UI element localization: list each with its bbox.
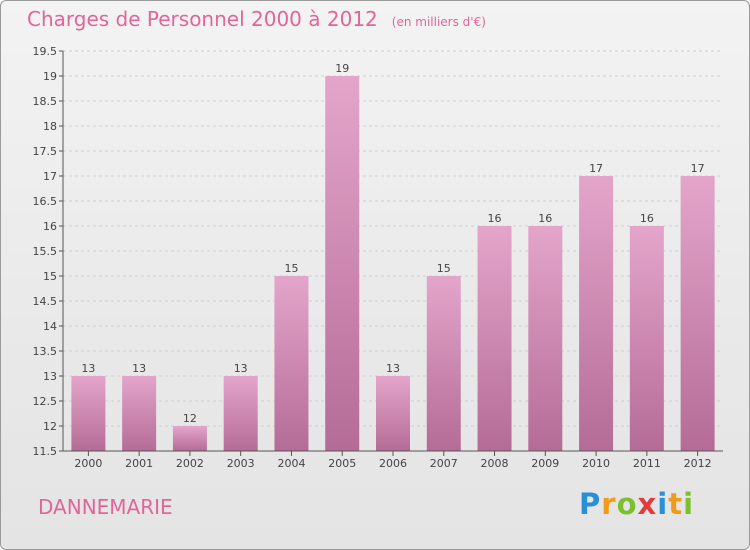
y-tick-label: 12 [43,420,57,433]
bar-2002 [172,426,207,451]
bar-value-label: 16 [538,212,552,225]
bar-value-label: 17 [589,162,603,175]
bar-value-label: 16 [488,212,502,225]
y-tick-label: 17.5 [33,145,58,158]
bar-2003 [223,376,258,451]
y-tick-label: 13 [43,370,57,383]
bar-2005 [325,76,360,451]
chart-subtitle: (en milliers d'€) [391,15,486,29]
y-tick-label: 12.5 [33,395,58,408]
logo-letter: r [601,487,617,521]
y-tick-label: 16 [43,220,57,233]
x-tick-label: 2001 [125,457,153,470]
bar-value-label: 16 [640,212,654,225]
x-tick-label: 2007 [430,457,458,470]
logo-letter: t [668,487,684,521]
x-tick-label: 2000 [74,457,102,470]
y-tick-label: 19 [43,70,57,83]
logo-letter: o [616,487,638,521]
x-tick-label: 2011 [633,457,661,470]
bar-2009 [528,226,563,451]
proxiti-logo: Proxiti [579,487,694,521]
bar-value-label: 13 [81,362,95,375]
bar-value-label: 13 [234,362,248,375]
bar-2006 [376,376,410,451]
logo-letter: x [637,487,658,521]
y-tick-label: 18 [43,120,57,133]
y-tick-label: 18.5 [33,95,58,108]
y-axis-ticks: 11.5 12 12.5 13 13.5 14 14.5 15 15.5 16 16.5 17 17.5… [33,45,63,458]
y-tick-label: 11.5 [33,445,58,458]
y-tick-label: 17 [43,170,57,183]
y-tick-label: 14.5 [33,295,58,308]
x-tick-label: 2005 [328,457,356,470]
y-tick-label: 19.5 [33,45,58,58]
logo-letter: i [683,487,695,521]
x-tick-label: 2003 [227,457,255,470]
x-tick-label: 2012 [684,457,712,470]
bar-value-label: 17 [691,162,705,175]
logo-letter: i [657,487,669,521]
x-tick-label: 2009 [531,457,559,470]
y-tick-label: 15.5 [33,245,58,258]
bar-value-label: 19 [335,62,349,75]
x-axis-ticks: 2000 2001 2002 2003 2004 2005 2006 2007 2008 2009… [74,451,712,470]
bar-value-label: 15 [284,262,298,275]
y-tick-label: 13.5 [33,345,58,358]
logo-letter: P [579,487,602,521]
bar-2012 [680,176,715,451]
chart-title: Charges de Personnel 2000 à 2012 [27,7,378,31]
x-tick-label: 2010 [582,457,610,470]
bar-2010 [579,176,614,451]
y-tick-label: 14 [43,320,57,333]
bar-value-label: 12 [183,412,197,425]
bar-value-label: 13 [386,362,400,375]
bar-2008 [477,226,512,451]
x-tick-label: 2002 [176,457,204,470]
x-tick-label: 2006 [379,457,407,470]
y-tick-label: 16.5 [33,195,58,208]
title-line: Charges de Personnel 2000 à 2012 (en mill… [27,7,486,31]
bar-value-label: 15 [437,262,451,275]
bar-2011 [629,226,664,451]
x-tick-label: 2008 [481,457,509,470]
bars: 13 13 12 13 15 19 13 15 16 16 17 16 17 [71,62,715,451]
bar-2007 [426,276,461,451]
commune-name: DANNEMARIE [38,495,173,519]
bar-2001 [122,376,157,451]
x-tick-label: 2004 [277,457,305,470]
y-tick-label: 15 [43,270,57,283]
bar-2004 [274,276,309,451]
bar-2000 [71,376,106,451]
bar-value-label: 13 [132,362,146,375]
